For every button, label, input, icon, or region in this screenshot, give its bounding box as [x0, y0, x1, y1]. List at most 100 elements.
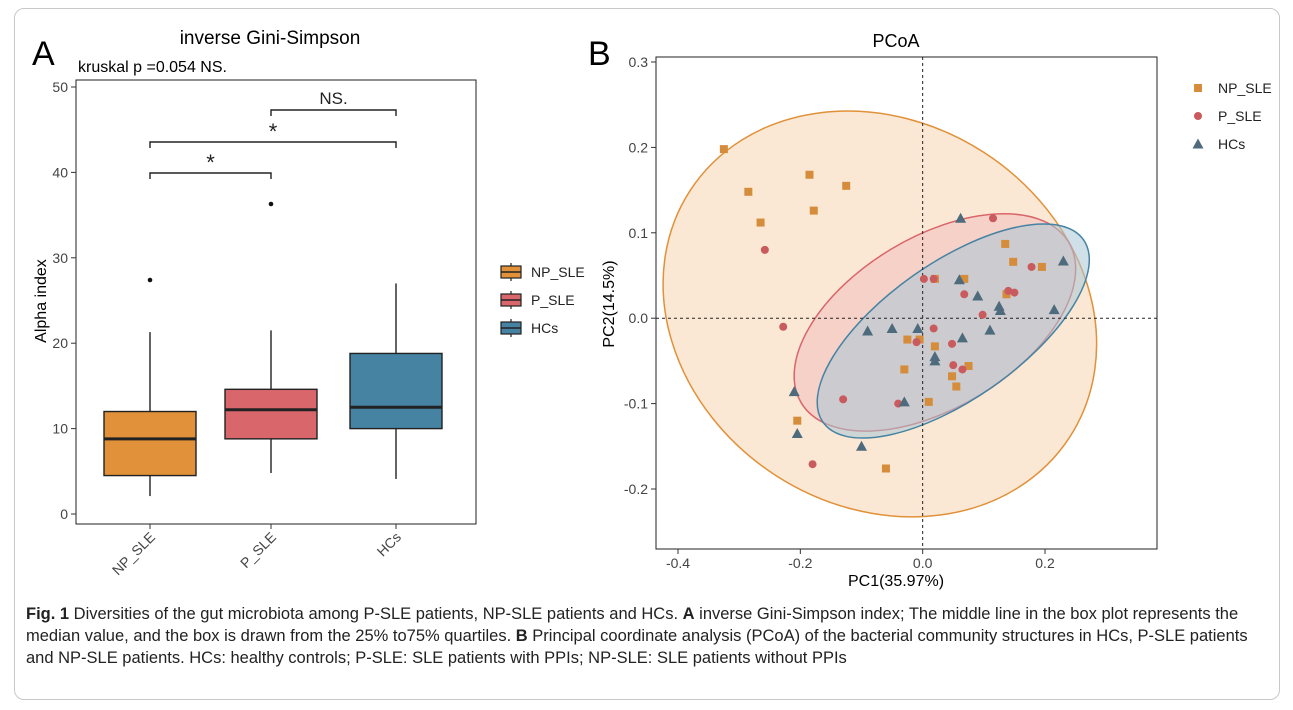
panel-b-plot-border [655, 56, 1158, 550]
box-hcs [349, 352, 443, 430]
point-hcs [994, 305, 1006, 316]
point-hcs [886, 322, 898, 333]
point-hcs [856, 440, 867, 451]
panel-b-plot: -0.4 -0.2 0.0 0.2 -0.2 -0.1 0.0 0.1 0.2 0.3 NP_SLE… [624, 54, 1272, 571]
point-p-sle [989, 214, 998, 223]
point-np-sle [952, 382, 961, 391]
a-ytick-label: 50 [52, 79, 68, 95]
panel-b-letter: B [588, 35, 611, 73]
point-np-sle [960, 274, 969, 283]
sig-bracket-p-hc-label: NS. [319, 89, 347, 108]
panel-a-ylabel: Alpha index [33, 259, 50, 343]
panel-a-title: inverse Gini-Simpson [180, 28, 361, 49]
box-np_sle [103, 410, 197, 477]
point-np-sle [930, 342, 939, 351]
point-np-sle [744, 187, 753, 196]
point-np-sle [756, 218, 765, 227]
point-p-sle [949, 361, 958, 370]
b-xtick-label: 0.0 [913, 555, 933, 571]
caption-text-3: Principal coordinate analysis (PCoA) of … [26, 627, 1248, 667]
point-p-sle [948, 339, 957, 348]
panel-b-ylabel: PC2(14.5%) [601, 260, 618, 347]
panel-a-subtitle: kruskal p =0.054 NS. [78, 59, 227, 76]
a-xtick-label: HCs [374, 529, 405, 560]
point-hcs [912, 322, 924, 333]
caption-panel-a: A [682, 605, 695, 623]
sig-bracket-np-p-label: * [206, 150, 215, 175]
point-hcs [984, 324, 996, 335]
b-legend-label: HCs [1218, 136, 1245, 152]
point-hcs [898, 396, 910, 407]
point-hcs [788, 386, 800, 397]
b-legend-label: NP_SLE [1218, 80, 1272, 96]
b-xtick-label: -0.4 [666, 555, 690, 571]
panel-a-plot: 0 10 20 30 40 50 NP_SLE P_SLE HCs NS. * * NP_SLE P_SL… [52, 79, 584, 578]
point-np-sle [842, 181, 851, 190]
caption-panel-b: B [515, 627, 528, 645]
point-np-sle [964, 362, 973, 371]
point-np-sle [719, 145, 728, 154]
point-p-sle [978, 310, 987, 319]
b-ytick-label: 0.3 [629, 54, 649, 70]
point-p-sle [1004, 286, 1013, 295]
point-np-sle [903, 335, 912, 344]
figure-canvas: A inverse Gini-Simpson kruskal p =0.054 … [32, 28, 1272, 590]
a-legend-label: NP_SLE [531, 264, 585, 280]
point-hcs [953, 274, 965, 285]
b-ytick-label: -0.2 [624, 481, 648, 497]
point-hcs [1057, 255, 1069, 266]
point-np-sle [881, 464, 890, 473]
point-np-sle [924, 397, 933, 406]
a-ytick-label: 20 [52, 335, 68, 351]
b-ytick-label: 0.2 [629, 139, 649, 155]
point-p-sle [929, 324, 938, 333]
sig-bracket-np-p [149, 172, 272, 179]
caption-label: Fig. 1 [26, 605, 70, 623]
b-legend-key-np-sle [1194, 84, 1202, 92]
point-np-sle [900, 365, 909, 374]
a-ytick-label: 0 [60, 506, 68, 522]
box-outlier [147, 277, 153, 283]
panel-a-plot-border [75, 79, 477, 525]
point-np-sle [1009, 257, 1018, 266]
point-hcs [791, 427, 803, 438]
box-p_sle [224, 388, 318, 440]
b-ytick-label: 0.1 [629, 225, 649, 241]
point-hcs [1048, 304, 1060, 315]
a-ytick-label: 30 [52, 250, 68, 266]
point-np-sle [1001, 239, 1010, 248]
sig-bracket-np-hc [149, 141, 397, 148]
point-p-sle [779, 322, 788, 331]
b-legend-key-p-sle [1194, 112, 1202, 120]
point-hcs [862, 325, 874, 336]
point-hcs [972, 290, 984, 301]
b-ellipses-group [662, 110, 1098, 518]
a-xtick-label: NP_SLE [109, 529, 158, 578]
figure-caption: Fig. 1 Diversities of the gut microbiota… [26, 603, 1266, 669]
b-xtick-label: 0.2 [1035, 555, 1055, 571]
ellipse-hcs [816, 223, 1091, 439]
box-outlier [268, 201, 274, 207]
a-legend-label: HCs [531, 320, 558, 336]
b-ytick-label: 0.0 [629, 310, 649, 326]
point-hcs [929, 355, 941, 366]
sig-bracket-p-hc [270, 109, 397, 116]
point-hcs [955, 212, 967, 223]
panel-a-letter: A [32, 35, 55, 73]
point-np-sle [805, 170, 814, 179]
point-p-sle [929, 274, 938, 283]
a-ytick-label: 40 [52, 164, 68, 180]
point-np-sle [1037, 262, 1046, 271]
point-p-sle [760, 245, 769, 254]
point-np-sle [793, 416, 802, 425]
point-p-sle [919, 274, 928, 283]
point-p-sle [958, 365, 967, 374]
a-xtick-label: P_SLE [237, 529, 279, 571]
sig-bracket-np-hc-label: * [269, 119, 278, 144]
panel-b-xlabel: PC1(35.97%) [848, 573, 944, 590]
point-p-sle [808, 460, 817, 469]
point-p-sle [1010, 288, 1019, 297]
point-p-sle [1027, 262, 1036, 271]
caption-text-2: inverse Gini-Simpson index; The middle l… [26, 605, 1239, 645]
a-legend-label: P_SLE [531, 292, 575, 308]
